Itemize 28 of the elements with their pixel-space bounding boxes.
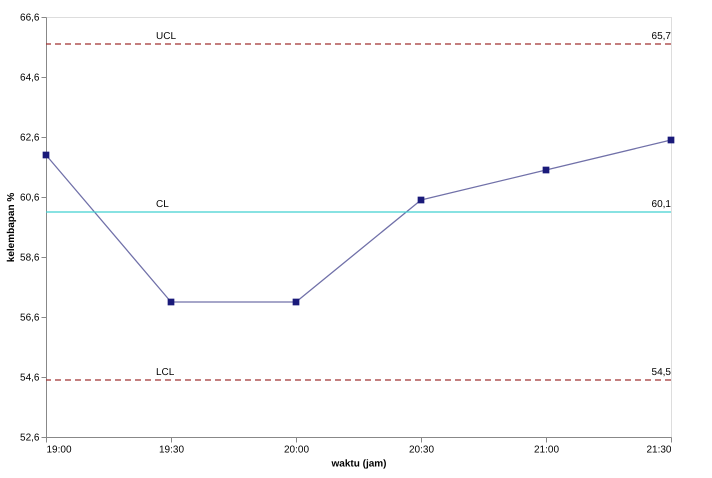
point (42, 152, 50, 158)
point (418, 196, 424, 204)
x-tick-label: 21:30 (646, 444, 672, 456)
ref-line-label: CL (156, 199, 170, 210)
point (168, 298, 174, 306)
y-tick-label: 60,6 (20, 192, 40, 204)
point (668, 136, 674, 144)
x-tick-label: 19:00 (46, 444, 72, 456)
y-tick-label: 58,6 (20, 252, 40, 264)
annotation: 54,5 (652, 367, 672, 378)
y-tick-label: 62,6 (20, 132, 40, 144)
y-axis-title: kelembapan % (6, 192, 18, 262)
point (542, 166, 550, 174)
y-tick-label: 56,6 (20, 312, 40, 324)
x-tick-label: 20:30 (408, 444, 434, 456)
annotation: 65,7 (652, 31, 672, 42)
y-tick-label: 52,6 (20, 432, 40, 444)
annotation: 60,1 (652, 199, 672, 210)
x-axis-title: waktu (jam) (330, 458, 387, 470)
x-tick-label: 21:00 (534, 444, 560, 456)
ref-line-label: UCL (156, 31, 176, 42)
y-tick-label: 66,6 (20, 12, 40, 24)
y-tick-label: 64,6 (20, 72, 40, 84)
point (292, 298, 300, 306)
x-tick-label: 19:30 (158, 444, 184, 456)
x-tick-label: 20:00 (284, 444, 310, 456)
y-tick-label: 54,6 (20, 372, 40, 384)
ref-line-label: LCL (156, 367, 175, 378)
